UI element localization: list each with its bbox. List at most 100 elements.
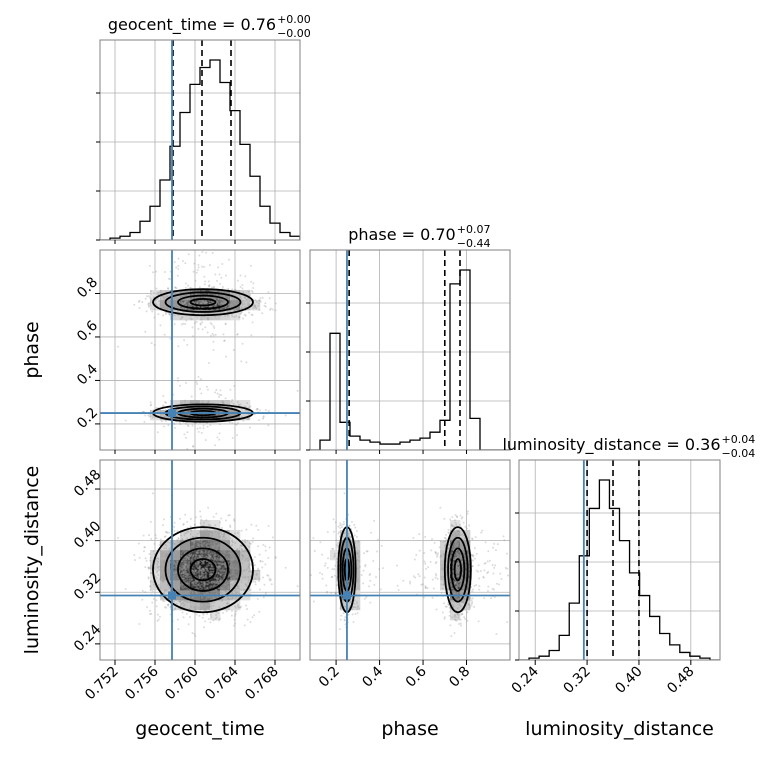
- scatter-point: [233, 574, 235, 576]
- scatter-point: [259, 297, 261, 299]
- scatter-point: [233, 385, 235, 387]
- histogram-bar: [630, 573, 640, 660]
- scatter-point: [217, 558, 219, 560]
- scatter-point: [188, 253, 190, 255]
- scatter-point: [201, 321, 203, 323]
- scatter-point: [143, 421, 145, 423]
- scatter-point: [149, 302, 151, 304]
- scatter-point: [191, 632, 193, 634]
- scatter-point: [184, 544, 186, 546]
- scatter-point: [203, 266, 205, 268]
- scatter-point: [145, 557, 147, 559]
- scatter-point: [245, 529, 247, 531]
- scatter-point: [232, 298, 234, 300]
- scatter-point: [188, 558, 190, 560]
- scatter-point: [156, 577, 158, 579]
- scatter-point: [225, 356, 227, 358]
- scatter-point: [188, 569, 190, 571]
- scatter-point: [207, 606, 209, 608]
- scatter-point: [196, 557, 198, 559]
- scatter-point: [162, 314, 164, 316]
- scatter-point: [185, 382, 187, 384]
- scatter-point: [175, 588, 177, 590]
- scatter-point: [199, 555, 201, 557]
- scatter-point: [180, 552, 182, 554]
- scatter-point: [207, 540, 209, 542]
- scatter-point: [150, 293, 152, 295]
- scatter-point: [161, 555, 163, 557]
- scatter-point: [214, 558, 216, 560]
- scatter-point: [235, 610, 237, 612]
- scatter-point: [213, 286, 215, 288]
- scatter-point: [186, 537, 188, 539]
- scatter-point: [297, 585, 299, 587]
- scatter-point: [214, 444, 216, 446]
- scatter-point: [184, 262, 186, 264]
- scatter-point: [185, 319, 187, 321]
- scatter-point: [188, 556, 190, 558]
- scatter-point: [264, 584, 266, 586]
- scatter-point: [205, 439, 207, 441]
- scatter-point: [164, 547, 166, 549]
- scatter-point: [340, 615, 342, 617]
- scatter-point: [196, 613, 198, 615]
- scatter-point: [198, 431, 200, 433]
- scatter-point: [213, 516, 215, 518]
- scatter-point: [234, 542, 236, 544]
- scatter-point: [243, 300, 245, 302]
- histogram-bar: [640, 596, 650, 660]
- scatter-point: [335, 539, 337, 541]
- scatter-point: [203, 276, 205, 278]
- scatter-point: [463, 616, 465, 618]
- scatter-point: [214, 391, 216, 393]
- scatter-point: [213, 555, 215, 557]
- scatter-point: [181, 569, 183, 571]
- scatter-point: [150, 404, 152, 406]
- scatter-point: [150, 580, 152, 582]
- scatter-point: [194, 322, 196, 324]
- scatter-point: [234, 581, 236, 583]
- scatter-point: [182, 587, 184, 589]
- scatter-point: [271, 336, 273, 338]
- scatter-point: [153, 584, 155, 586]
- scatter-point: [217, 612, 219, 614]
- scatter-point: [163, 561, 165, 563]
- scatter-point: [196, 321, 198, 323]
- scatter-point: [157, 557, 159, 559]
- scatter-point: [237, 244, 239, 246]
- scatter-point: [252, 537, 254, 539]
- scatter-point: [258, 309, 260, 311]
- scatter-point: [214, 305, 216, 307]
- scatter-point: [331, 576, 333, 578]
- scatter-point: [194, 524, 196, 526]
- scatter-point: [353, 603, 355, 605]
- scatter-point: [207, 426, 209, 428]
- scatter-point: [234, 590, 236, 592]
- scatter-point: [183, 559, 185, 561]
- scatter-point: [226, 603, 228, 605]
- scatter-point: [159, 305, 161, 307]
- scatter-point: [221, 560, 223, 562]
- scatter-point: [222, 612, 224, 614]
- scatter-point: [174, 427, 176, 429]
- scatter-point: [216, 578, 218, 580]
- scatter-point: [250, 265, 252, 267]
- scatter-point: [248, 312, 250, 314]
- scatter-point: [197, 584, 199, 586]
- scatter-point: [184, 573, 186, 575]
- scatter-point: [216, 280, 218, 282]
- scatter-point: [185, 559, 187, 561]
- scatter-point: [219, 591, 221, 593]
- scatter-point: [224, 563, 226, 565]
- scatter-point: [192, 446, 194, 448]
- scatter-point: [208, 280, 210, 282]
- scatter-point: [161, 553, 163, 555]
- scatter-point: [241, 284, 243, 286]
- scatter-point: [213, 543, 215, 545]
- scatter-point: [454, 614, 456, 616]
- scatter-point: [184, 564, 186, 566]
- scatter-point: [160, 566, 162, 568]
- scatter-point: [159, 616, 161, 618]
- scatter-point: [248, 571, 250, 573]
